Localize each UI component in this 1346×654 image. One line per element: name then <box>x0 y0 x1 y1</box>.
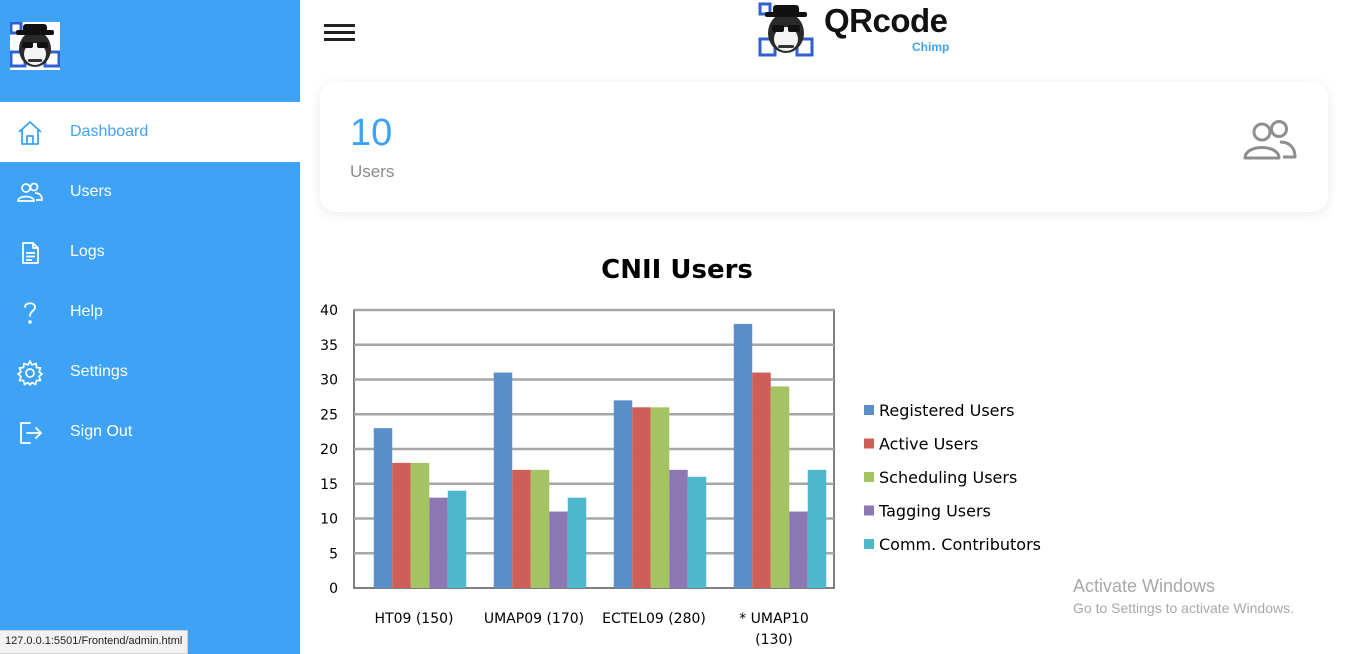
y-tick-label: 10 <box>320 512 338 528</box>
help-icon <box>16 299 44 327</box>
legend-swatch <box>864 438 874 449</box>
hamburger-line <box>324 38 355 41</box>
y-tick-label: 30 <box>320 373 338 389</box>
sidebar: Dashboard Users Logs Help Settings Sign … <box>0 0 300 654</box>
chart-title: CNII Users <box>601 255 753 285</box>
bar <box>530 469 550 588</box>
sidebar-item-settings[interactable]: Settings <box>0 342 300 402</box>
y-tick-label: 35 <box>320 338 338 354</box>
legend-label: Scheduling Users <box>879 468 1017 487</box>
brand-logo[interactable]: QRcode Chimp <box>758 2 958 60</box>
bar <box>770 386 790 588</box>
sidebar-item-label: Users <box>70 183 112 200</box>
users-label: Users <box>350 162 395 181</box>
sidebar-item-label: Settings <box>70 363 128 380</box>
bar <box>549 511 568 588</box>
legend-swatch <box>864 539 874 549</box>
y-tick-label: 25 <box>320 407 338 423</box>
sidebar-item-sign-out[interactable]: Sign Out <box>0 402 300 462</box>
sidebar-item-logs[interactable]: Logs <box>0 222 300 282</box>
bar <box>567 497 587 588</box>
bar <box>373 428 393 588</box>
y-tick-label: 5 <box>329 546 338 562</box>
chimp-logo-icon <box>758 2 814 57</box>
legend-swatch <box>864 405 874 415</box>
y-tick-label: 40 <box>320 303 338 319</box>
bar <box>493 372 513 588</box>
hamburger-line <box>324 24 355 27</box>
y-tick-label: 0 <box>329 581 338 597</box>
bar <box>613 400 633 588</box>
x-tick-label: UMAP09 (170) <box>484 611 584 627</box>
bar <box>447 490 467 588</box>
users-icon <box>1243 120 1297 160</box>
x-tick-label: HT09 (150) <box>375 611 454 627</box>
menu-toggle-button[interactable] <box>324 22 356 44</box>
hamburger-line <box>324 31 355 34</box>
users-icon <box>16 179 44 207</box>
legend-swatch <box>864 472 874 482</box>
sidebar-item-help[interactable]: Help <box>0 282 300 342</box>
status-bar-url: 127.0.0.1:5501/Frontend/admin.html <box>0 630 189 654</box>
bar <box>650 407 670 588</box>
document-icon <box>16 239 44 267</box>
sidebar-item-label: Sign Out <box>70 423 133 440</box>
x-tick-label: (130) <box>755 632 793 648</box>
x-tick-label: ECTEL09 (280) <box>602 611 706 627</box>
y-tick-label: 20 <box>320 442 338 458</box>
users-count: 10 <box>350 112 393 154</box>
bar <box>392 462 411 588</box>
watermark-title: Activate Windows <box>1073 576 1216 596</box>
bar <box>752 372 771 588</box>
watermark-subtitle: Go to Settings to activate Windows. <box>1073 600 1294 616</box>
legend-label: Registered Users <box>879 401 1014 420</box>
sidebar-item-dashboard[interactable]: Dashboard <box>0 102 300 162</box>
qrcode-chimp-logo-icon[interactable] <box>10 22 60 70</box>
sidebar-item-label: Help <box>70 303 103 320</box>
home-icon <box>16 119 44 147</box>
sidebar-item-label: Dashboard <box>70 123 149 140</box>
brand-sub: Chimp <box>912 40 950 54</box>
bar <box>789 511 808 588</box>
bar <box>669 469 688 588</box>
bar <box>429 497 448 588</box>
bar <box>632 407 651 588</box>
sidebar-item-users[interactable]: Users <box>0 162 300 222</box>
legend-label: Tagging Users <box>878 502 991 521</box>
sidebar-item-label: Logs <box>70 243 105 260</box>
brand-name: QRcode <box>824 2 948 39</box>
gear-icon <box>16 359 44 387</box>
legend-swatch <box>864 505 874 516</box>
legend-label: Comm. Contributors <box>879 535 1041 554</box>
bar <box>733 323 753 588</box>
bar <box>512 469 531 588</box>
bar <box>410 462 430 588</box>
users-stat-card: 10 Users <box>320 82 1328 212</box>
legend-label: Active Users <box>879 435 978 454</box>
sign-out-icon <box>16 419 44 447</box>
y-tick-label: 15 <box>320 477 338 493</box>
x-tick-label: * UMAP10 <box>739 611 809 627</box>
bar <box>807 469 827 588</box>
cnii-users-chart: 0 5 10 15 20 25 30 35 40 CNII Users HT09 (150) UMAP… <box>320 255 1041 648</box>
bar <box>687 476 707 588</box>
